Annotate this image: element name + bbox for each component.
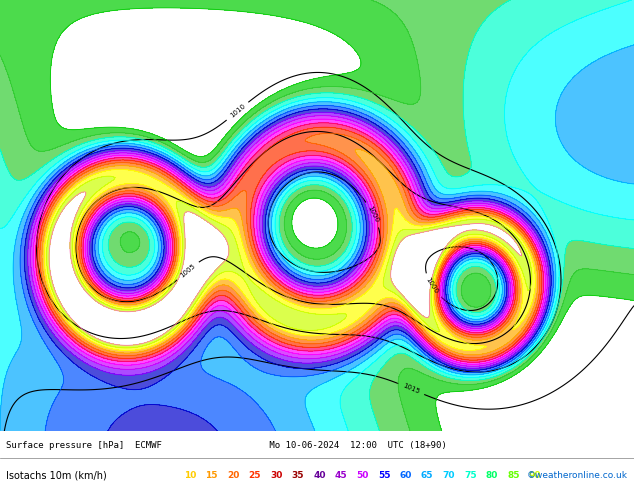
Text: 20: 20 [227,471,240,480]
Text: 80: 80 [486,471,498,480]
Text: 30: 30 [270,471,283,480]
Text: 40: 40 [313,471,326,480]
Text: 65: 65 [421,471,434,480]
Text: Surface pressure [hPa]  ECMWF                    Mo 10-06-2024  12:00  UTC (18+9: Surface pressure [hPa] ECMWF Mo 10-06-20… [6,441,447,450]
Text: 75: 75 [464,471,477,480]
Text: 50: 50 [356,471,369,480]
Text: 1010: 1010 [229,103,247,119]
Text: 1015: 1015 [402,383,421,395]
Text: 55: 55 [378,471,391,480]
Text: 90: 90 [529,471,541,480]
Text: 15: 15 [205,471,218,480]
Text: 10: 10 [184,471,197,480]
Text: 60: 60 [399,471,412,480]
Text: 85: 85 [507,471,520,480]
Text: 25: 25 [249,471,261,480]
Text: 35: 35 [292,471,304,480]
Text: 1000: 1000 [366,205,380,224]
Text: ©weatheronline.co.uk: ©weatheronline.co.uk [527,471,628,480]
Text: 1000: 1000 [425,277,439,295]
Text: 45: 45 [335,471,347,480]
Text: 70: 70 [443,471,455,480]
Text: Isotachs 10m (km/h): Isotachs 10m (km/h) [6,470,107,480]
Text: 1005: 1005 [179,263,197,279]
